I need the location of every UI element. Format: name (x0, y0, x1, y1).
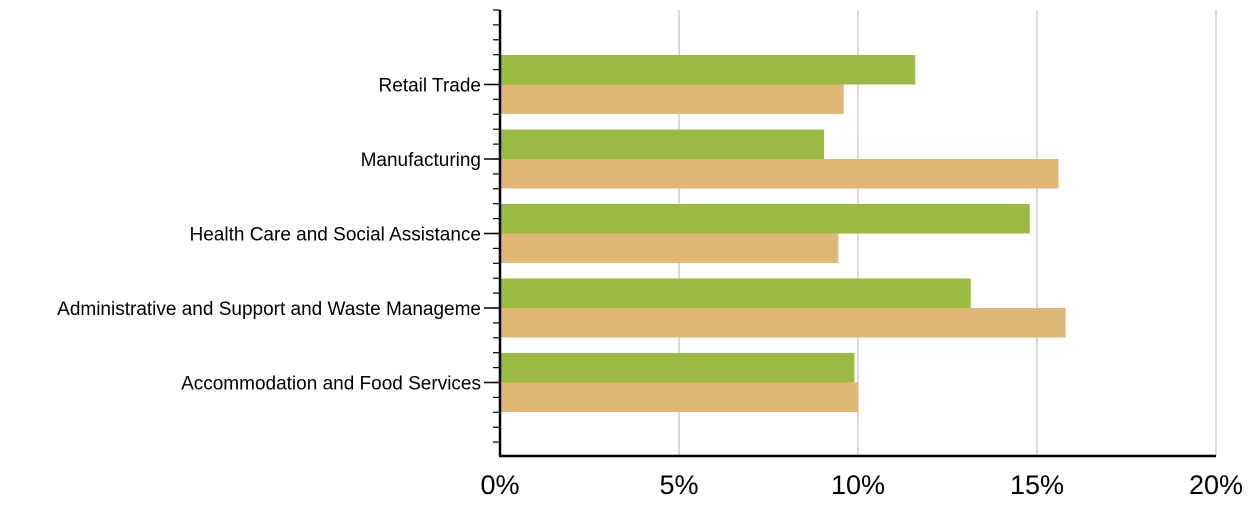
bar-series-1 (500, 129, 824, 159)
category-label: Administrative and Support and Waste Man… (57, 299, 481, 320)
bar-series-2 (500, 159, 1059, 189)
bar-series-2 (500, 233, 839, 263)
axes (484, 9, 1216, 458)
bar-series-1 (500, 204, 1030, 234)
bar-series-1 (500, 278, 971, 308)
category-label: Health Care and Social Assistance (190, 225, 482, 246)
x-tick-label: 0% (480, 470, 519, 500)
labels: 0% 5% 10% 15% 20% Retail Trade Manufacturing He… (57, 76, 1243, 501)
x-tick-label: 10% (831, 470, 885, 500)
bar-series-2 (500, 84, 844, 114)
bar-series-2 (500, 382, 858, 412)
bar-series-1 (500, 353, 855, 383)
category-label: Accommodation and Food Services (181, 374, 481, 395)
category-label: Manufacturing (361, 150, 481, 171)
bar-series-1 (500, 55, 916, 85)
bar-series-2 (500, 308, 1066, 338)
category-label: Retail Trade (379, 76, 481, 97)
bars (500, 55, 1066, 412)
x-tick-label: 20% (1189, 470, 1243, 500)
x-tick-label: 15% (1010, 470, 1064, 500)
x-tick-label: 5% (659, 470, 698, 500)
